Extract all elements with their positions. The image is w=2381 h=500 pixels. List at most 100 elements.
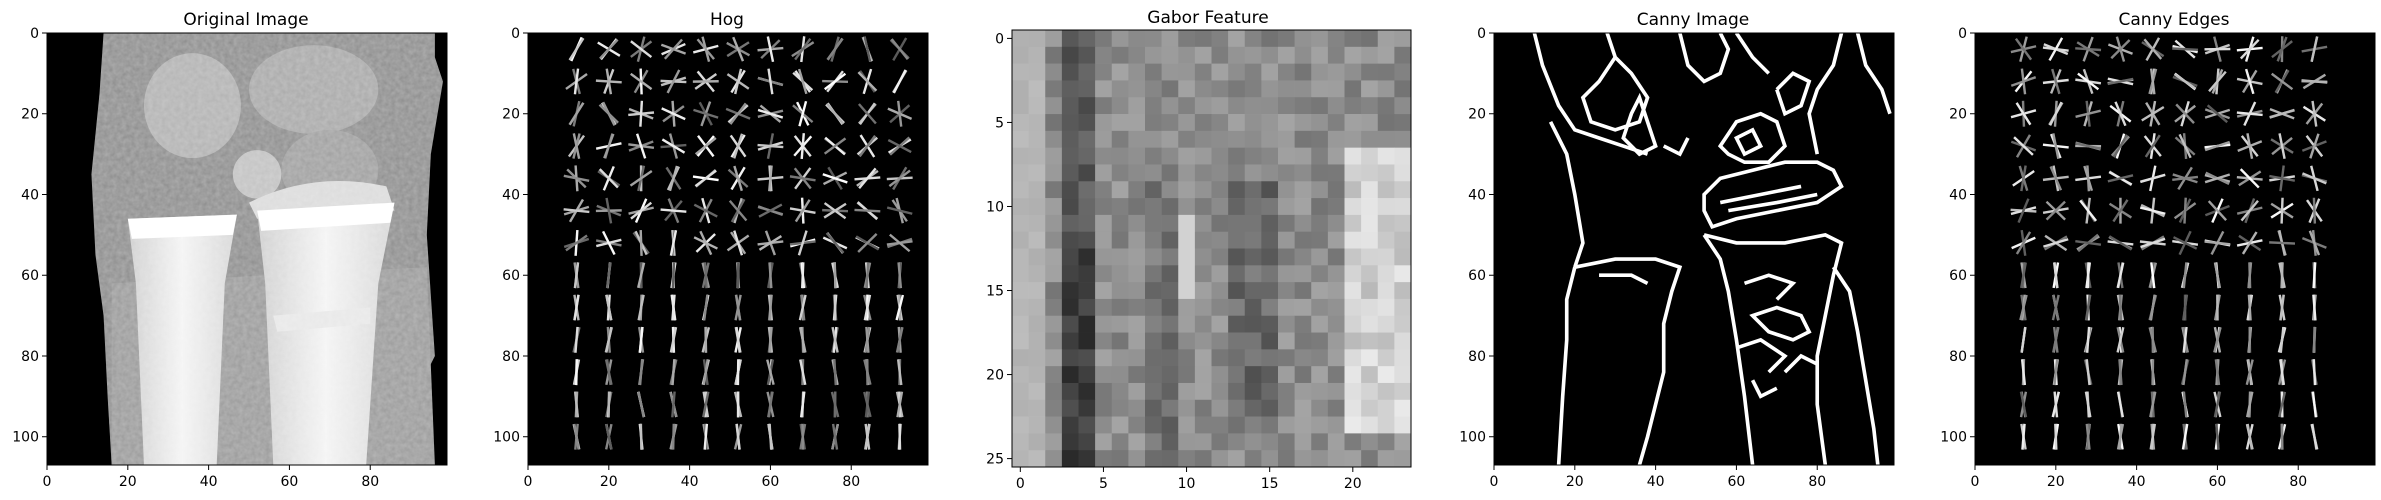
gabor-cell — [1394, 97, 1411, 115]
hog-stroke — [2020, 326, 2027, 353]
hog-stroke — [857, 103, 877, 125]
hog-stroke — [638, 326, 644, 353]
hog-stroke — [2141, 105, 2165, 122]
gabor-cell — [1377, 433, 1395, 451]
gabor-cell — [1344, 147, 1362, 165]
gabor-cell — [1095, 181, 1113, 199]
gabor-cell — [1128, 416, 1146, 434]
hog-stroke — [703, 262, 708, 289]
gabor-cell — [1294, 433, 1312, 451]
hog-stroke — [2312, 326, 2317, 353]
gabor-cell — [1028, 382, 1046, 401]
gabor-cell — [1128, 114, 1146, 132]
x-tick-label: 0 — [1490, 474, 1499, 490]
gabor-cell — [1261, 130, 1279, 148]
gabor-cell — [1261, 382, 1279, 401]
gabor-cell — [1111, 298, 1129, 317]
hog-stroke — [2213, 391, 2222, 418]
gabor-cell — [1294, 181, 1312, 199]
gabor-cell — [1178, 181, 1196, 199]
gabor-cell — [1128, 282, 1146, 300]
gabor-cell — [1311, 231, 1329, 249]
panel-title: Hog — [710, 10, 744, 30]
gabor-cell — [1111, 282, 1129, 300]
hog-stroke — [2213, 327, 2222, 353]
gabor-cell — [1111, 450, 1129, 467]
gabor-cell — [1012, 450, 1029, 467]
gabor-cell — [1045, 63, 1063, 81]
gabor-cell — [1078, 130, 1096, 148]
panel-canny-image: Canny Image — [1459, 10, 1895, 490]
gabor-cell — [1361, 450, 1379, 467]
gabor-cell — [1194, 416, 1212, 434]
gabor-cell — [1261, 248, 1279, 266]
gabor-cell — [1161, 265, 1179, 283]
gabor-cell — [1278, 97, 1295, 115]
hog-stroke — [895, 326, 904, 353]
hog-stroke — [702, 359, 709, 386]
gabor-cell — [1045, 181, 1063, 199]
hog-stroke — [865, 262, 870, 289]
gabor-cell — [1145, 315, 1162, 333]
hog-stroke — [2043, 238, 2069, 248]
gabor-cell — [1294, 97, 1312, 115]
x-tick-label: 40 — [200, 474, 218, 490]
gabor-cell — [1361, 315, 1379, 333]
gabor-cell — [1294, 198, 1312, 216]
gabor-cell — [1394, 349, 1411, 367]
gabor-cell — [1178, 298, 1196, 317]
gabor-cell — [1244, 198, 1262, 216]
gabor-cell — [1244, 164, 1262, 182]
gabor-cell — [1327, 450, 1345, 467]
gabor-cell — [1311, 265, 1329, 283]
gabor-cell — [1244, 366, 1262, 384]
gabor-cell — [1344, 298, 1362, 317]
hog-stroke — [630, 201, 653, 220]
hog-stroke — [2049, 101, 2063, 126]
gabor-cell — [1228, 130, 1246, 148]
x-ticks: 0 20 40 60 80 — [43, 465, 379, 490]
gabor-cell — [1327, 198, 1345, 216]
gabor-cell — [1078, 298, 1096, 317]
gabor-cell — [1261, 198, 1279, 216]
gabor-cell — [1311, 282, 1329, 300]
gabor-cell — [1128, 97, 1146, 115]
gabor-cell — [1327, 298, 1345, 317]
gabor-cell — [1278, 214, 1295, 233]
gabor-cell — [1361, 147, 1379, 165]
gabor-cell — [1145, 416, 1162, 434]
hog-stroke — [2206, 104, 2228, 124]
hog-stroke — [733, 230, 744, 256]
gabor-cell — [1361, 46, 1379, 64]
gabor-cell — [1228, 97, 1246, 115]
gabor-cell — [1028, 63, 1046, 81]
gabor-cell — [1128, 382, 1146, 401]
hog-stroke — [2052, 326, 2060, 353]
gabor-cell — [1145, 164, 1162, 182]
gabor-cell — [1261, 399, 1279, 417]
hog-stroke — [604, 359, 613, 386]
gabor-cell — [1361, 114, 1379, 132]
hog-stroke — [833, 262, 837, 289]
gabor-cell — [1161, 366, 1179, 384]
gabor-cell — [1377, 46, 1395, 64]
gabor-cell — [1294, 80, 1312, 98]
gabor-cell — [1161, 198, 1179, 216]
gabor-cell — [1244, 450, 1262, 467]
gabor-cell — [1311, 46, 1329, 64]
hog-stroke — [2019, 294, 2028, 321]
gabor-cell — [1194, 399, 1212, 417]
gabor-cell — [1377, 265, 1395, 283]
gabor-cell — [1111, 231, 1129, 249]
hog-stroke — [2149, 391, 2157, 418]
gabor-cell — [1211, 298, 1229, 317]
gabor-cell — [1061, 450, 1079, 467]
image-hog — [528, 33, 928, 465]
gabor-cell — [1178, 248, 1196, 266]
hog-stroke — [858, 134, 877, 158]
gabor-cell — [1311, 80, 1329, 98]
hog-stroke — [2021, 423, 2026, 450]
gabor-cell — [1327, 181, 1345, 199]
hog-stroke — [637, 294, 645, 321]
gabor-cell — [1012, 181, 1029, 199]
